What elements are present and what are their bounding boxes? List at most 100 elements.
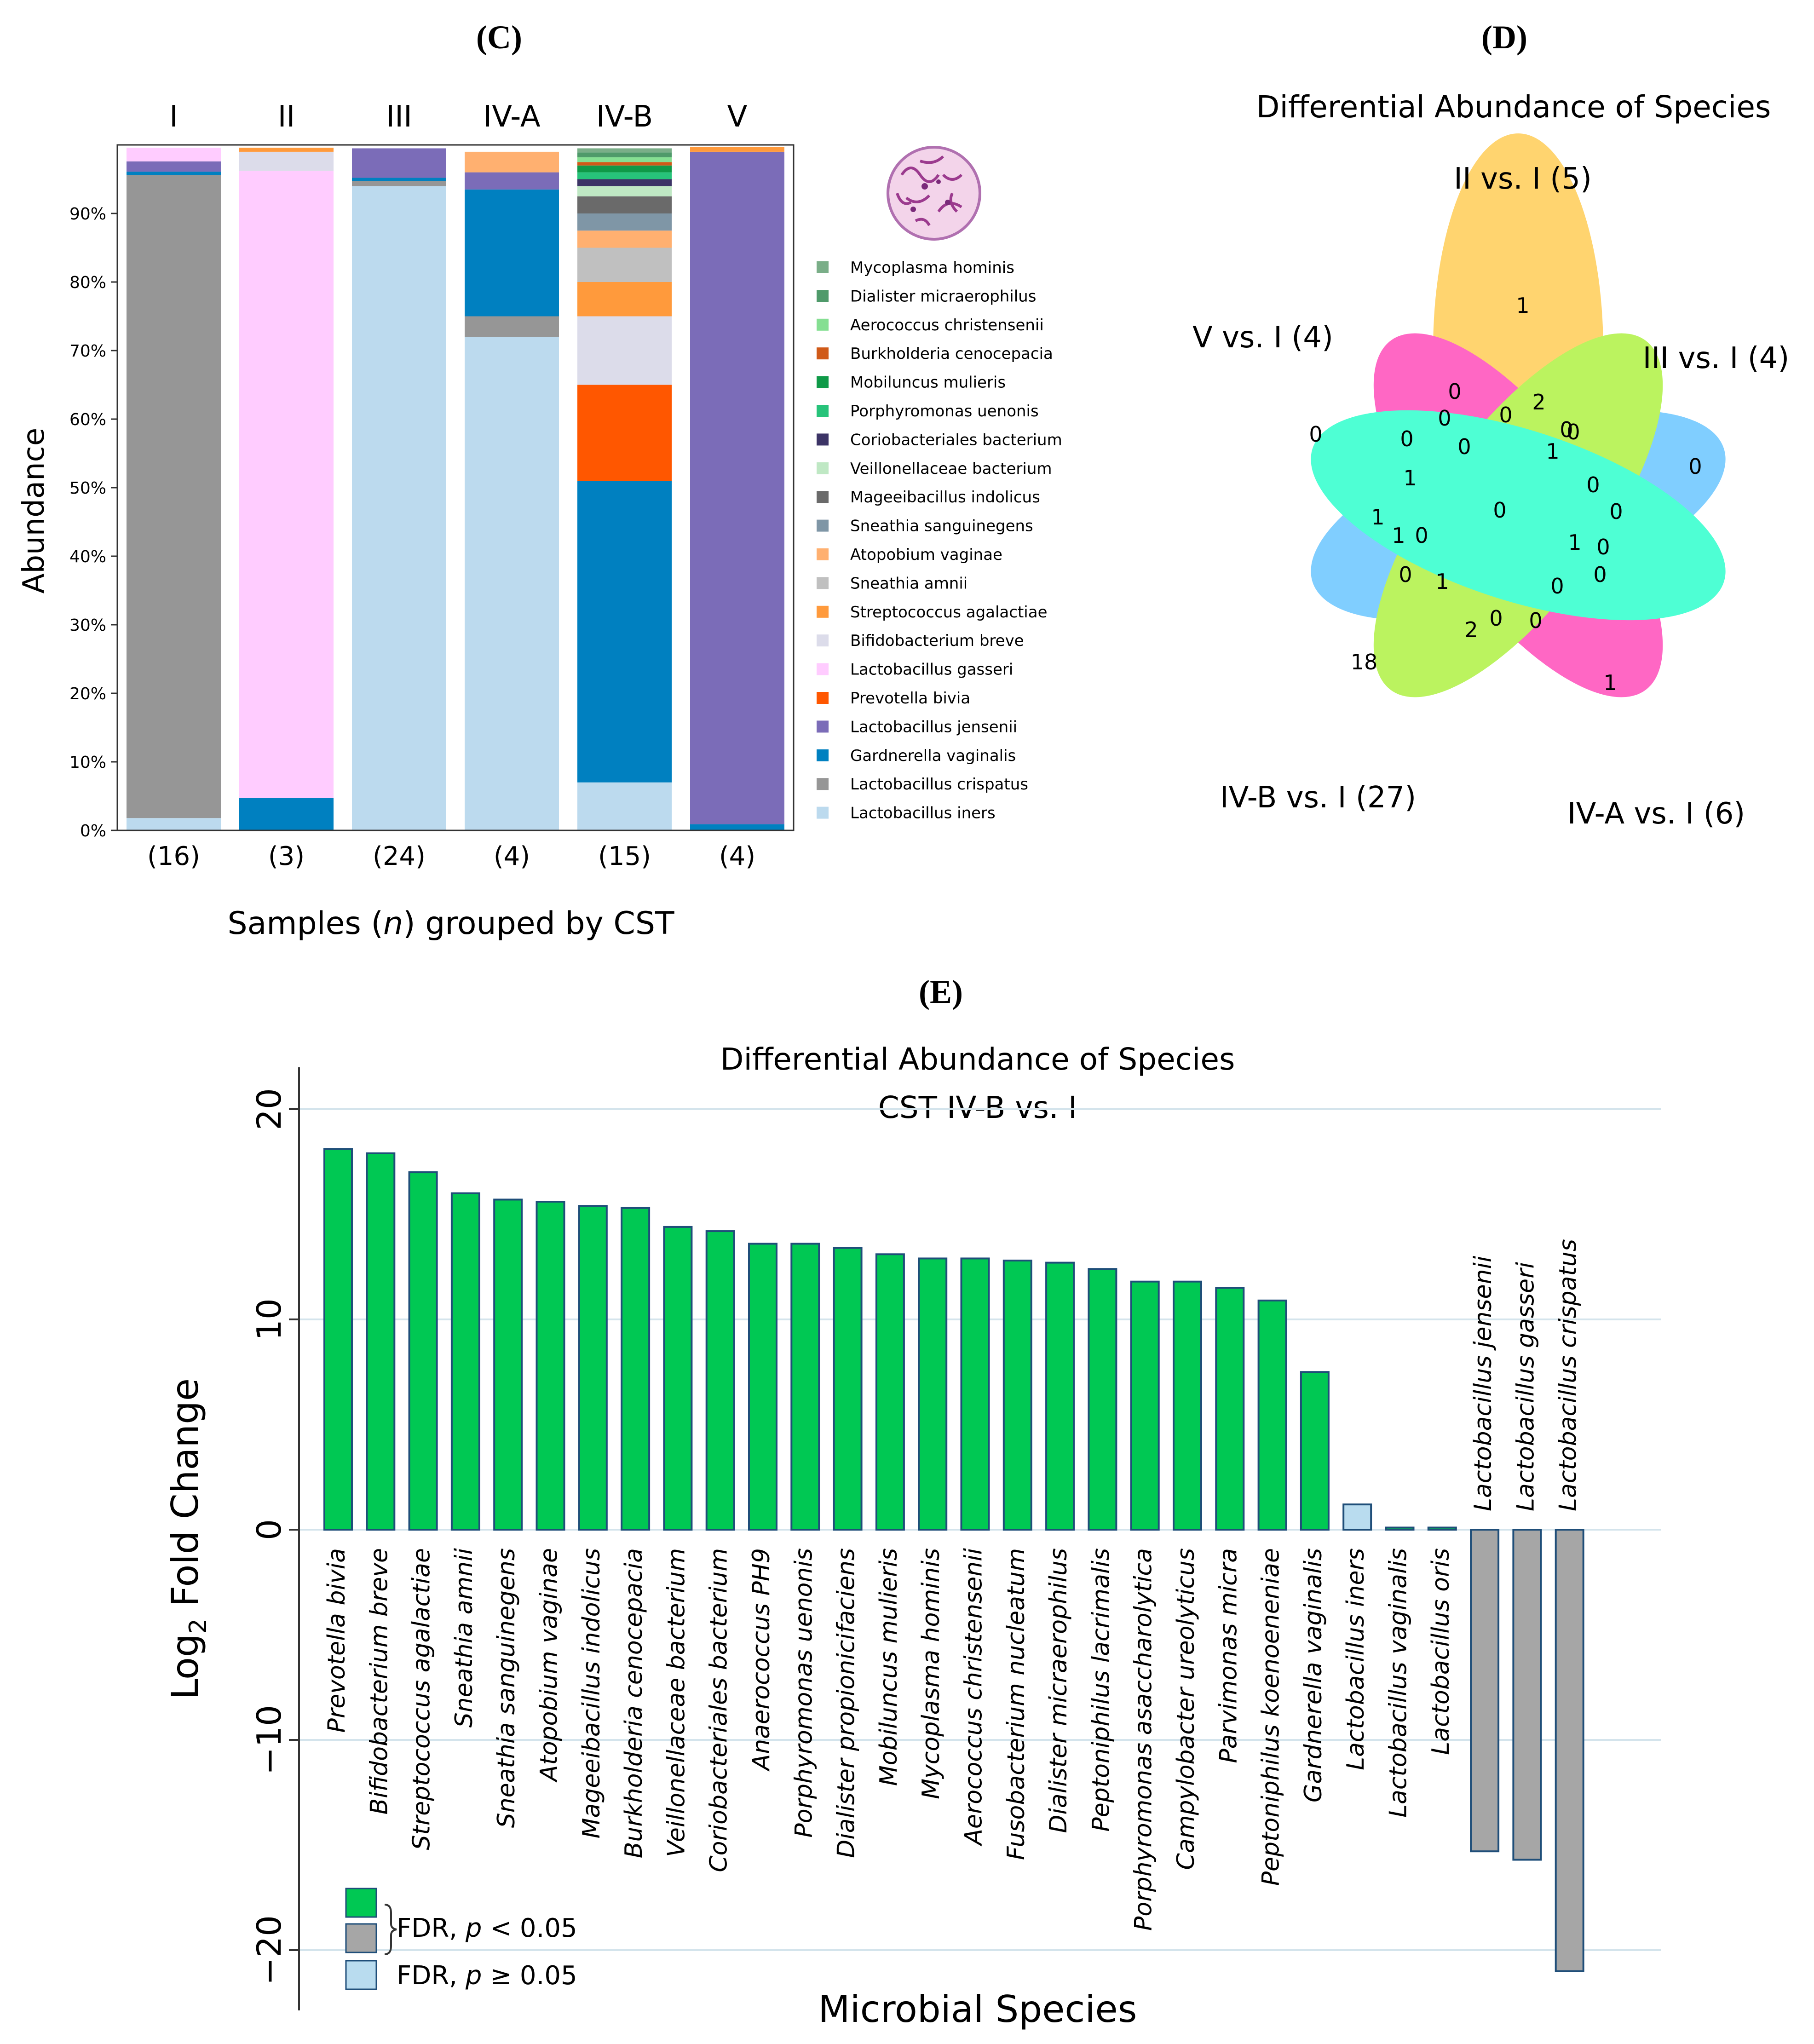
sample-count-i: (16) (147, 841, 200, 871)
legend-swatch-lactobacillus-gasseri (817, 663, 829, 675)
bar-fusobacterium-nucleatum (1002, 1260, 1032, 1531)
venn-count-iva-ivb: 0 (1550, 574, 1564, 599)
segment-iv-b-sneathia-amnii (577, 248, 672, 282)
species-label-lactobacillus-gasseri: Lactobacillus gasseri (1512, 1262, 1539, 1511)
segment-iv-a-atopobium-vaginae (465, 151, 559, 173)
bar-anaerococcus-ph9 (748, 1243, 777, 1531)
panel-e-legend: FDR, p < 0.05 FDR, p ≥ 0.05 (345, 1888, 577, 1991)
legend-label-aerococcus-christensenii: Aerococcus christensenii (850, 316, 1044, 334)
species-label-dialister-propionicifaciens: Dialister propionicifaciens (833, 1548, 860, 1858)
bar-atopobium-vaginae (536, 1201, 565, 1531)
panel-c-y-axis: 0% 10% 20% 30% 40% 50% 60% 70% 80% 90% (69, 205, 117, 841)
venn-count-iva-ivb-c: 0 (1489, 606, 1503, 631)
category-label-iii: III (386, 100, 412, 134)
legend-label-gardnerella-vaginalis: Gardnerella vaginalis (850, 747, 1016, 765)
segment-iv-b-porphyromonas-uenonis (577, 172, 672, 179)
bar-aerococcus-christensenii (960, 1257, 990, 1531)
legend-label-veillonellaceae-bacterium: Veillonellaceae bacterium (850, 460, 1052, 478)
species-label-parvimonas-micra: Parvimonas micra (1215, 1548, 1242, 1763)
segment-iii-lactobacillus-iners (352, 186, 446, 830)
y-tick-label: 50% (69, 479, 106, 498)
sample-count-iii: (24) (373, 841, 426, 871)
legend-label-porphyromonas-uenonis: Porphyromonas uenonis (850, 402, 1039, 420)
segment-ii-streptococcus-agalactiae (239, 147, 334, 152)
bar-prevotella-bivia (323, 1148, 353, 1531)
legend-swatch-significant-down (345, 1923, 377, 1953)
legend-swatch-mycoplasma-hominis (817, 261, 829, 273)
segment-iv-a-lactobacillus-jensenii (465, 172, 559, 190)
bar-porphyromonas-asaccharolytica (1130, 1280, 1160, 1531)
segment-iii-lactobacillus-crispatus (352, 181, 446, 186)
panel-e-y-axis: −20 −10 0 10 20 (250, 1088, 299, 1985)
panel-e-species-labels: Prevotella bivia Bifidobacterium breve Str… (323, 1239, 1582, 1931)
legend-swatch-sneathia-sanguinegens (817, 519, 829, 532)
y-tick-label: 40% (69, 547, 106, 566)
legend-label-mobiluncus-mulieris: Mobiluncus mulieris (850, 374, 1006, 392)
y-tick-label: −20 (250, 1915, 288, 1985)
venn-count-ivb-v-c: 1 (1392, 523, 1405, 548)
venn-count-iii-only: 0 (1688, 454, 1702, 479)
sample-count-iv-a: (4) (494, 841, 530, 871)
segment-i-lactobacillus-crispatus (127, 175, 221, 818)
category-label-v: V (727, 100, 748, 134)
venn-count-iii-iva: 0 (1566, 420, 1580, 444)
legend-swatch-dialister-micraerophilus (817, 290, 829, 302)
sample-count-v: (4) (719, 841, 755, 871)
species-label-lactobacillus-iners: Lactobacillus iners (1342, 1548, 1370, 1770)
venn-count-ivb-v-d: 0 (1415, 523, 1428, 548)
venn-count-iv-a-only: 1 (1603, 670, 1617, 695)
segment-iv-b-veillonellaceae-bacterium (577, 186, 672, 196)
y-tick-label: −10 (250, 1705, 288, 1775)
bar-streptococcus-agalactiae (408, 1171, 438, 1531)
segment-i-lactobacillus-gasseri (127, 147, 221, 161)
bar-lactobacillus-jensenii (1470, 1529, 1500, 1853)
species-label-gardnerella-vaginalis: Gardnerella vaginalis (1300, 1548, 1327, 1802)
segment-iv-b-prevotella-bivia (577, 385, 672, 481)
segment-iv-b-dialister-micraerophilus (577, 152, 672, 157)
legend-swatch-lactobacillus-iners (817, 806, 829, 819)
panel-d-venn-diagram: (D) Differential Abundance of Species II… (1192, 19, 1789, 831)
legend-swatch-burkholderia-cenocepacia (817, 347, 829, 360)
bar-sneathia-amnii (450, 1192, 480, 1531)
species-label-coriobacteriales-bacterium: Coriobacteriales bacterium (705, 1548, 733, 1872)
panel-e-title: Differential Abundance of Species (720, 1042, 1235, 1077)
segment-iv-b-streptococcus-agalactiae (577, 282, 672, 317)
segment-iv-b-lactobacillus-iners (577, 782, 672, 830)
bar-peptoniphilus-lacrimalis (1088, 1268, 1117, 1531)
species-label-mobiluncus-mulieris: Mobiluncus mulieris (875, 1548, 903, 1786)
segment-iv-b-mycoplasma-hominis (577, 148, 672, 153)
bar-bifidobacterium-breve (366, 1152, 396, 1531)
y-tick-label: 20% (69, 685, 106, 703)
bar-porphyromonas-uenonis (790, 1243, 820, 1531)
legend-label-prevotella-bivia: Prevotella bivia (850, 689, 970, 708)
segment-iv-b-mobiluncus-mulieris (577, 165, 672, 173)
segment-iv-b-sneathia-sanguinegens (577, 213, 672, 231)
species-label-lactobacillus-oris: Lactobacillus oris (1427, 1548, 1455, 1755)
panel-e-bars (323, 1148, 1584, 1972)
legend-label-sneathia-sanguinegens: Sneathia sanguinegens (850, 517, 1033, 535)
legend-swatch-not-significant (345, 1960, 377, 1990)
segment-v-lactobacillus-jensenii (690, 151, 784, 824)
species-label-veillonellaceae-bacterium: Veillonellaceae bacterium (662, 1548, 690, 1857)
legend-not-significant-label: FDR, p ≥ 0.05 (397, 1961, 577, 1991)
venn-count-ivb-v-e: 0 (1399, 562, 1412, 587)
y-tick-label: 10% (69, 753, 106, 772)
y-tick-label: 80% (69, 273, 106, 292)
venn-count-iv-b-only: 18 (1351, 650, 1378, 674)
bar-lactobacillus-gasseri (1512, 1529, 1542, 1861)
bar-coriobacteriales-bacterium (705, 1230, 735, 1531)
segment-ii-lactobacillus-gasseri (239, 171, 334, 798)
venn-count-ii-iii-b: 0 (1499, 403, 1512, 427)
legend-swatch-streptococcus-agalactiae (817, 605, 829, 618)
legend-label-lactobacillus-gasseri: Lactobacillus gasseri (850, 661, 1013, 679)
legend-label-sneathia-amnii: Sneathia amnii (850, 574, 967, 593)
venn-label-v: V vs. I (4) (1192, 321, 1333, 355)
venn-count-v-ii-d: 0 (1400, 426, 1413, 451)
panel-c-label: (C) (476, 19, 522, 56)
segment-iv-a-lactobacillus-iners (465, 337, 559, 831)
venn-count-ii-iii: 2 (1532, 390, 1545, 415)
bar-parvimonas-micra (1215, 1287, 1245, 1531)
segment-v-gardnerella-vaginalis (690, 824, 784, 830)
y-tick-label: 10 (250, 1298, 288, 1341)
